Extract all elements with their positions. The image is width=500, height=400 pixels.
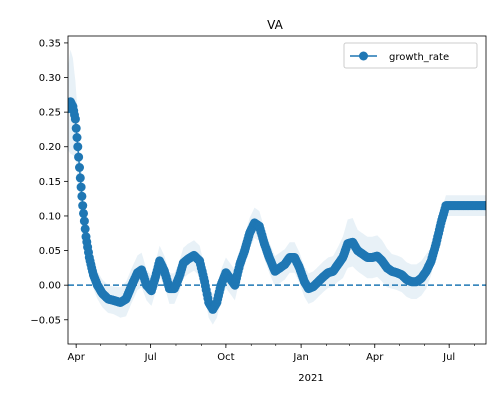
data-point — [70, 114, 80, 124]
y-tick-label: 0.25 — [39, 108, 61, 119]
data-point — [75, 173, 85, 183]
data-point — [80, 224, 90, 234]
x-tick-label: Jul — [144, 352, 157, 363]
legend: growth_rate — [343, 42, 478, 69]
data-point — [72, 133, 82, 142]
y-tick-label: 0.35 — [39, 38, 61, 49]
chart-title: VA — [267, 18, 283, 32]
plot-area — [68, 49, 486, 325]
legend-marker-swatch — [359, 51, 368, 61]
data-point — [75, 163, 84, 172]
data-point — [73, 142, 83, 152]
data-point — [79, 208, 88, 218]
data-point — [76, 182, 86, 192]
y-tick-label: 0.10 — [39, 211, 61, 222]
y-tick-label: 0.05 — [39, 246, 61, 257]
legend-box — [343, 42, 478, 69]
y-axis: −0.05 0.00 0.05 0.10 0.15 0.20 0.25 0.30 0.35 — [30, 38, 68, 326]
x-tick-label: Oct — [217, 352, 234, 363]
legend-label: growth_rate — [389, 52, 449, 63]
data-point — [71, 123, 81, 133]
axes-frame — [67, 35, 487, 345]
x-year-label: 2021 — [298, 373, 323, 384]
x-tick-label: Jul — [442, 352, 455, 363]
x-tick-label: Jan — [292, 352, 308, 363]
growth-rate-markers — [68, 97, 486, 314]
y-tick-label: 0.15 — [39, 177, 61, 188]
y-tick-label: 0.20 — [39, 142, 61, 153]
x-tick-label: Apr — [366, 352, 384, 363]
data-point — [79, 216, 89, 226]
data-point — [77, 191, 87, 201]
y-tick-label: −0.05 — [30, 315, 61, 326]
data-point — [481, 201, 486, 211]
y-tick-label: 0.00 — [39, 281, 61, 292]
x-tick-label: Apr — [68, 352, 86, 363]
data-point — [74, 152, 84, 162]
x-axis: Apr Jul Oct Jan Apr Jul — [68, 344, 475, 363]
y-tick-label: 0.30 — [39, 73, 61, 84]
data-point — [78, 201, 88, 211]
